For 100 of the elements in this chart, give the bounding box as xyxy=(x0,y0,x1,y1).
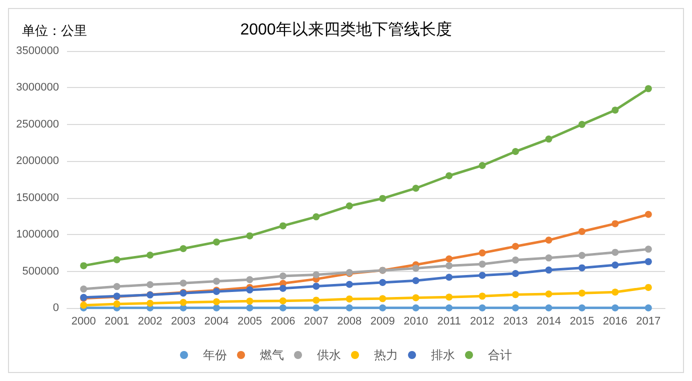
point xyxy=(512,242,519,250)
point xyxy=(146,281,154,288)
x-tick-label: 2012 xyxy=(470,316,495,328)
point xyxy=(644,210,652,218)
point xyxy=(512,304,519,312)
point xyxy=(412,277,420,284)
point xyxy=(346,304,353,312)
point xyxy=(512,291,519,298)
legend-label: 年份 xyxy=(203,348,227,362)
x-tick-label: 2009 xyxy=(370,316,395,328)
point xyxy=(578,120,586,128)
legend-label: 排水 xyxy=(431,348,455,362)
point xyxy=(279,284,286,292)
x-tick-label: 2004 xyxy=(204,316,229,328)
point xyxy=(446,262,453,270)
point xyxy=(213,238,220,246)
point xyxy=(80,286,88,293)
y-tick-label: 1500000 xyxy=(16,192,59,204)
point xyxy=(146,300,154,307)
x-tick-label: 2001 xyxy=(104,316,130,328)
point xyxy=(346,280,353,288)
y-tick-label: 3000000 xyxy=(16,82,59,94)
point xyxy=(644,258,652,266)
point xyxy=(446,255,453,262)
legend-label: 供水 xyxy=(317,348,341,362)
point xyxy=(644,284,652,291)
point xyxy=(246,304,254,312)
point xyxy=(213,278,220,285)
point xyxy=(612,288,619,296)
y-tick-label: 2000000 xyxy=(16,155,59,168)
point xyxy=(180,298,187,306)
point xyxy=(478,304,486,312)
point xyxy=(446,274,453,281)
point xyxy=(379,295,386,302)
point xyxy=(644,85,652,92)
point xyxy=(246,286,254,294)
point xyxy=(246,232,254,240)
legend-label: 燃气 xyxy=(260,348,284,362)
point xyxy=(578,304,586,312)
x-tick-label: 2002 xyxy=(138,316,162,328)
point xyxy=(612,220,619,228)
point xyxy=(446,294,453,301)
point xyxy=(279,222,286,230)
y-tick-label: 500000 xyxy=(22,265,59,278)
point xyxy=(113,283,120,290)
point xyxy=(246,276,254,284)
point xyxy=(146,252,154,259)
point xyxy=(412,304,420,312)
point xyxy=(412,264,420,272)
point xyxy=(246,298,254,305)
x-tick-label: 2010 xyxy=(404,316,428,328)
x-tick-label: 2008 xyxy=(337,316,362,328)
point xyxy=(412,294,420,302)
y-tick-label: 2500000 xyxy=(16,118,59,130)
point xyxy=(379,279,386,286)
point xyxy=(312,282,320,290)
point xyxy=(612,304,619,312)
point xyxy=(545,266,552,274)
legend-label: 合计 xyxy=(488,348,512,362)
point xyxy=(612,248,619,256)
y-tick-label: 0 xyxy=(52,302,59,314)
point xyxy=(545,254,552,262)
x-tick-label: 2005 xyxy=(237,316,262,328)
point xyxy=(446,172,453,180)
point xyxy=(379,304,386,312)
point xyxy=(312,213,320,220)
y-tick-label: 1000000 xyxy=(16,228,59,241)
point xyxy=(213,298,220,306)
point xyxy=(379,194,386,202)
point xyxy=(80,262,88,270)
x-tick-label: 2015 xyxy=(570,316,594,328)
point xyxy=(80,302,88,309)
point xyxy=(545,290,552,298)
point xyxy=(578,252,586,259)
x-tick-label: 2011 xyxy=(437,316,461,328)
point xyxy=(279,304,286,312)
y-tick-label: 3500000 xyxy=(16,45,59,57)
point xyxy=(578,228,586,235)
point xyxy=(478,272,486,279)
point xyxy=(478,249,486,256)
point xyxy=(478,162,486,169)
point xyxy=(312,296,320,304)
point xyxy=(644,246,652,253)
x-tick-label: 2016 xyxy=(602,316,628,328)
x-tick-label: 2007 xyxy=(304,316,328,328)
legend-label: 热力 xyxy=(374,348,398,362)
point xyxy=(279,297,286,304)
point xyxy=(478,292,486,300)
point xyxy=(346,202,353,210)
x-tick-label: 2014 xyxy=(536,316,561,328)
point xyxy=(113,256,120,264)
point xyxy=(512,270,519,277)
point xyxy=(545,304,552,312)
point xyxy=(346,295,353,302)
point xyxy=(545,136,552,143)
y-axis-title: 单位：公里 xyxy=(22,23,87,38)
x-tick-label: 2006 xyxy=(270,316,296,328)
point xyxy=(545,236,552,244)
x-tick-label: 2000 xyxy=(71,316,96,328)
x-tick-label: 2013 xyxy=(503,316,528,328)
